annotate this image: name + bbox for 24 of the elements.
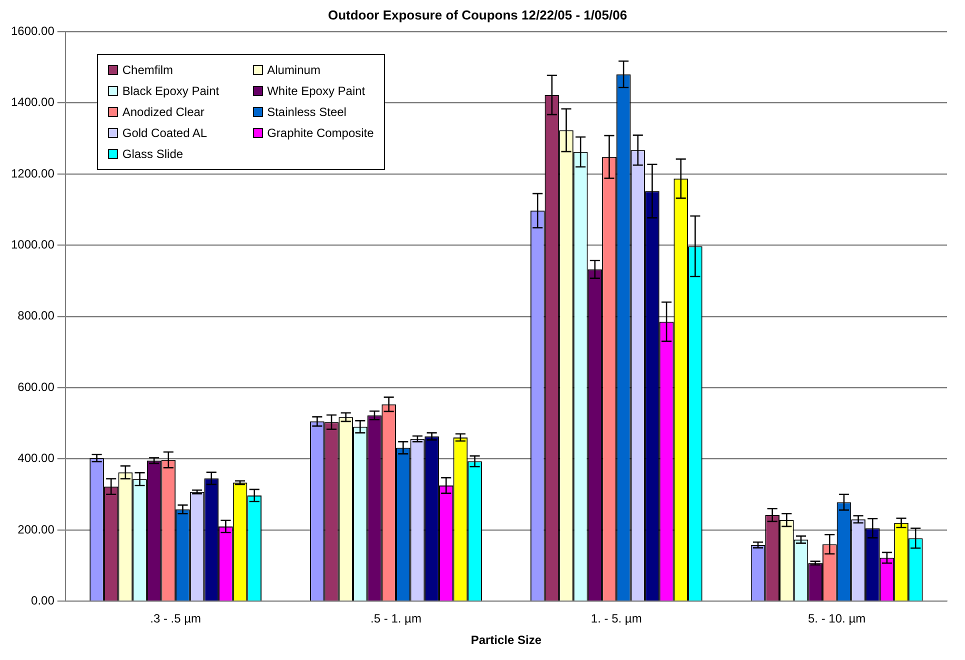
x-tick-label: .3 - .5 µm: [150, 612, 202, 626]
x-tick-label: 5. - 10. µm: [808, 612, 866, 626]
y-tick-label: 800.00: [18, 308, 55, 323]
legend-label: Gold Coated AL: [122, 126, 208, 140]
legend-label: Black Epoxy Paint: [122, 84, 220, 98]
y-tick-label: 1600.00: [10, 24, 55, 38]
y-tick-label: 1000.00: [10, 238, 55, 252]
x-tick-label: .5 - 1. µm: [370, 612, 422, 626]
legend-label: Anodized Clear: [122, 104, 204, 119]
legend-label: Aluminum: [267, 62, 320, 77]
legend-label: White Epoxy Paint: [267, 84, 366, 98]
x-axis-title: Particle Size: [470, 633, 542, 648]
legend-label: Chemfilm: [122, 62, 174, 77]
x-tick-label: 1. - 5. µm: [590, 612, 642, 626]
y-tick-label: 1200.00: [10, 166, 55, 180]
legend-label: Graphite Composite: [267, 126, 374, 140]
y-tick-label: 1400.00: [10, 95, 55, 110]
chart-title: Outdoor Exposure of Coupons 12/22/05 - 1/05/06: [328, 7, 628, 22]
legend-label: Glass Slide: [122, 146, 184, 161]
y-tick-label: 400.00: [18, 451, 55, 466]
y-tick-label: 0.00: [31, 594, 55, 608]
legend-label: Stainless Steel: [267, 104, 346, 119]
y-tick-label: 600.00: [18, 380, 55, 394]
y-tick-label: 200.00: [18, 522, 55, 536]
